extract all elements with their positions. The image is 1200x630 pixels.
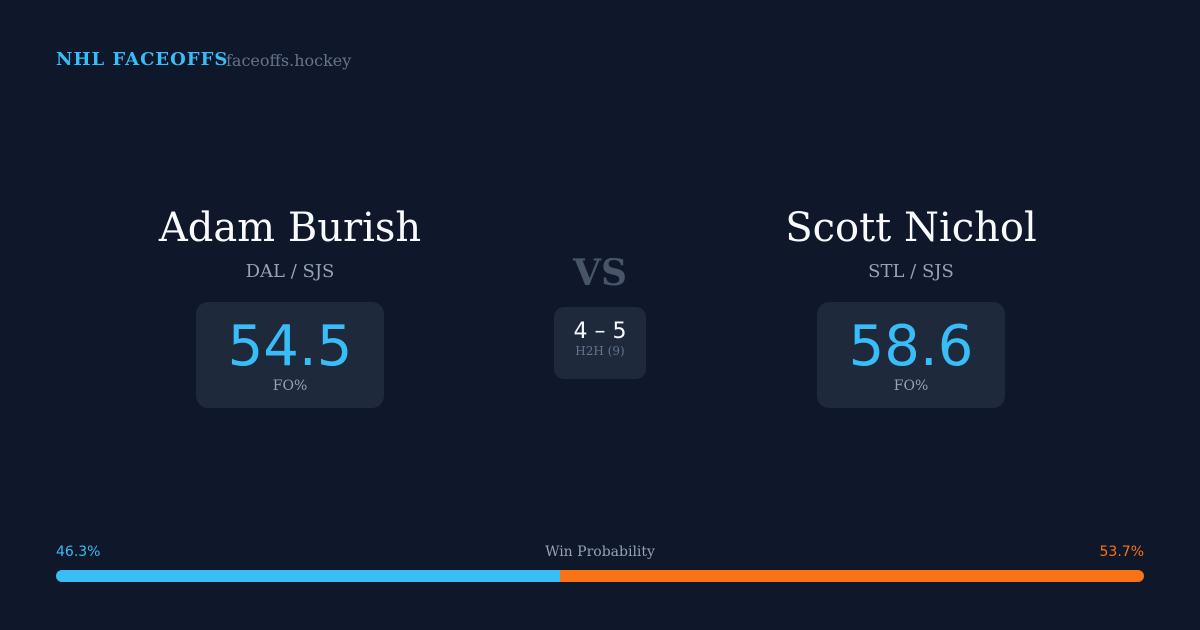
player-1-fo-label: FO% bbox=[272, 377, 308, 394]
h2h-card: 4 – 5 H2H (9) bbox=[554, 307, 646, 379]
player-1-teams: DAL / SJS bbox=[245, 261, 335, 282]
player-2: Scott Nichol STL / SJS 58.6 FO% bbox=[731, 205, 1091, 408]
player-2-fo-card: 58.6 FO% bbox=[816, 302, 1006, 408]
site-url: faceoffs.hockey bbox=[226, 51, 352, 70]
p1-bar-fill bbox=[56, 570, 560, 582]
p2-win-prob: 53.7% bbox=[1099, 544, 1144, 560]
player-2-fo-label: FO% bbox=[893, 377, 929, 394]
brand-title: NHL FACEOFFS bbox=[56, 49, 229, 70]
h2h-score: 4 – 5 bbox=[573, 319, 627, 344]
player-1: Adam Burish DAL / SJS 54.5 FO% bbox=[110, 205, 470, 408]
player-1-fo-card: 54.5 FO% bbox=[195, 302, 385, 408]
win-prob-bar bbox=[56, 570, 1144, 582]
h2h-label: H2H (9) bbox=[575, 344, 625, 358]
player-2-name: Scott Nichol bbox=[785, 205, 1037, 251]
p1-win-prob: 46.3% bbox=[56, 544, 101, 560]
player-1-name: Adam Burish bbox=[158, 205, 422, 251]
vs-label: VS bbox=[573, 252, 627, 294]
player-2-teams: STL / SJS bbox=[868, 261, 954, 282]
p2-bar-fill bbox=[559, 570, 1144, 582]
player-2-fo-pct: 58.6 bbox=[848, 314, 974, 379]
win-prob-label: Win Probability bbox=[545, 544, 655, 560]
player-1-fo-pct: 54.5 bbox=[227, 314, 353, 379]
